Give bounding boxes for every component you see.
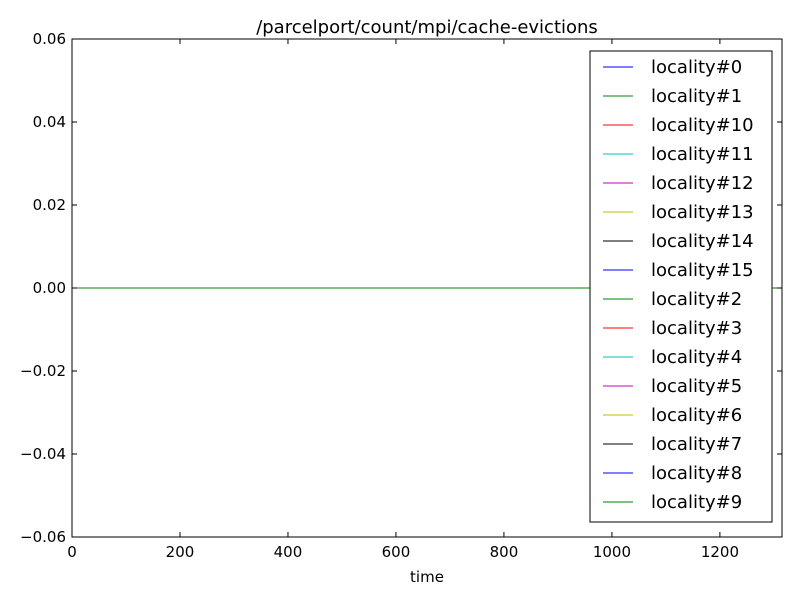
y-tick-label: 0.00 [33, 279, 66, 297]
legend-entry-label: locality#13 [651, 202, 754, 223]
x-tick-label: 800 [490, 543, 519, 561]
x-axis-label: time [410, 568, 444, 586]
legend-entry-label: locality#5 [651, 376, 742, 397]
y-tick-label: 0.02 [33, 196, 66, 214]
y-tick-label: −0.04 [20, 445, 66, 463]
x-tick-label: 600 [382, 543, 411, 561]
legend-entry-label: locality#4 [651, 347, 742, 368]
legend-entry-label: locality#12 [651, 173, 754, 194]
y-tick-label: 0.06 [33, 30, 66, 48]
legend-entry-label: locality#6 [651, 405, 742, 426]
chart-title: /parcelport/count/mpi/cache-evictions [256, 17, 598, 38]
legend-entry-label: locality#9 [651, 492, 742, 513]
y-axis: 0.06 0.04 0.02 0.00 −0.02 −0.04 −0.06 [20, 30, 782, 546]
x-tick-label: 1000 [593, 543, 631, 561]
legend-entry-label: locality#7 [651, 434, 742, 455]
x-axis: 0 200 400 600 800 1000 1200 [67, 39, 739, 561]
legend-entry-label: locality#0 [651, 57, 742, 78]
x-tick-label: 200 [166, 543, 195, 561]
y-tick-label: −0.02 [20, 362, 66, 380]
x-tick-label: 400 [274, 543, 303, 561]
legend-entry-label: locality#2 [651, 289, 742, 310]
legend-entry-label: locality#14 [651, 231, 754, 252]
legend: locality#0 locality#1 locality#10 locality#… [589, 50, 773, 523]
legend-entry-label: locality#3 [651, 318, 742, 339]
legend-entry-label: locality#8 [651, 463, 742, 484]
x-tick-label: 1200 [701, 543, 739, 561]
x-tick-label: 0 [67, 543, 77, 561]
y-tick-label: −0.06 [20, 528, 66, 546]
legend-entry-label: locality#1 [651, 86, 742, 107]
legend-entry-label: locality#15 [651, 260, 754, 281]
y-tick-label: 0.04 [33, 113, 66, 131]
legend-entry-label: locality#10 [651, 115, 754, 136]
legend-entry-label: locality#11 [651, 144, 754, 165]
